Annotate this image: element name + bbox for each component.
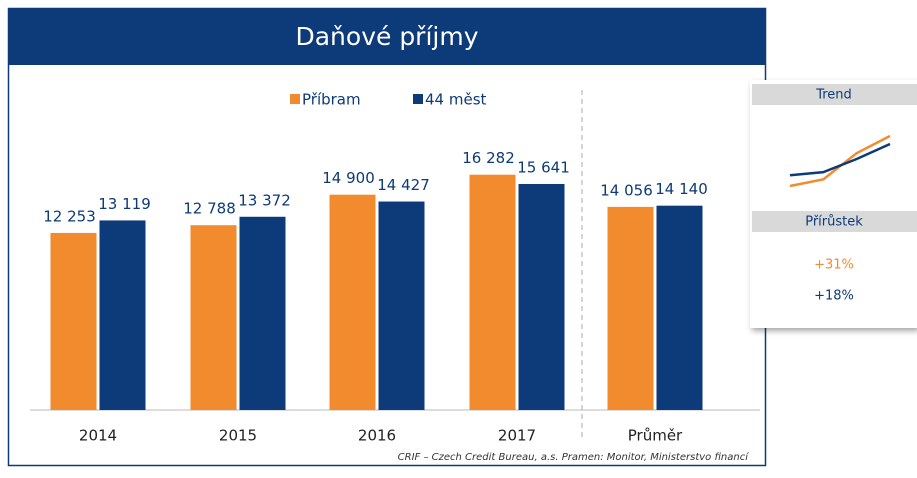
chart-title: Daňové příjmy <box>295 22 478 51</box>
source: CRIF – Czech Credit Bureau, a.s. Pramen:… <box>398 451 750 463</box>
x-tick-label: 2016 <box>358 427 396 445</box>
bar <box>239 216 286 410</box>
value-label: 14 056 <box>600 181 653 199</box>
value-label: 12 253 <box>43 207 96 225</box>
bar <box>518 183 565 410</box>
bar <box>656 205 703 410</box>
growth-title: Přírůstek <box>805 215 863 230</box>
x-tick-label: 2017 <box>498 427 536 445</box>
bar <box>50 232 97 410</box>
bar <box>99 220 146 410</box>
trend-line <box>789 142 891 177</box>
legend-label: Příbram <box>302 91 361 109</box>
bar <box>469 174 516 410</box>
legend-swatch <box>413 94 423 104</box>
value-label: 13 119 <box>98 195 151 213</box>
bar <box>329 194 376 410</box>
growth-value: +31% <box>814 258 854 273</box>
x-tick-label: Průměr <box>628 427 683 445</box>
header <box>8 8 766 65</box>
value-label: 14 900 <box>322 169 375 187</box>
trend-title: Trend <box>815 88 852 103</box>
growth-value: +18% <box>814 289 854 304</box>
panel-header <box>752 211 917 232</box>
side-panel <box>750 80 917 328</box>
bar <box>378 201 425 410</box>
value-label: 16 282 <box>462 149 515 167</box>
value-label: 14 140 <box>655 180 708 198</box>
value-label: 12 788 <box>183 200 236 218</box>
panel-header <box>752 84 917 105</box>
bar <box>607 206 654 410</box>
bar <box>190 225 237 410</box>
value-label: 14 427 <box>377 176 430 194</box>
legend-label: 44 měst <box>425 91 487 109</box>
legend-swatch <box>290 94 300 104</box>
x-tick-label: 2014 <box>79 427 117 445</box>
value-label: 15 641 <box>517 158 570 176</box>
value-label: 13 372 <box>238 191 291 209</box>
x-tick-label: 2015 <box>219 427 257 445</box>
